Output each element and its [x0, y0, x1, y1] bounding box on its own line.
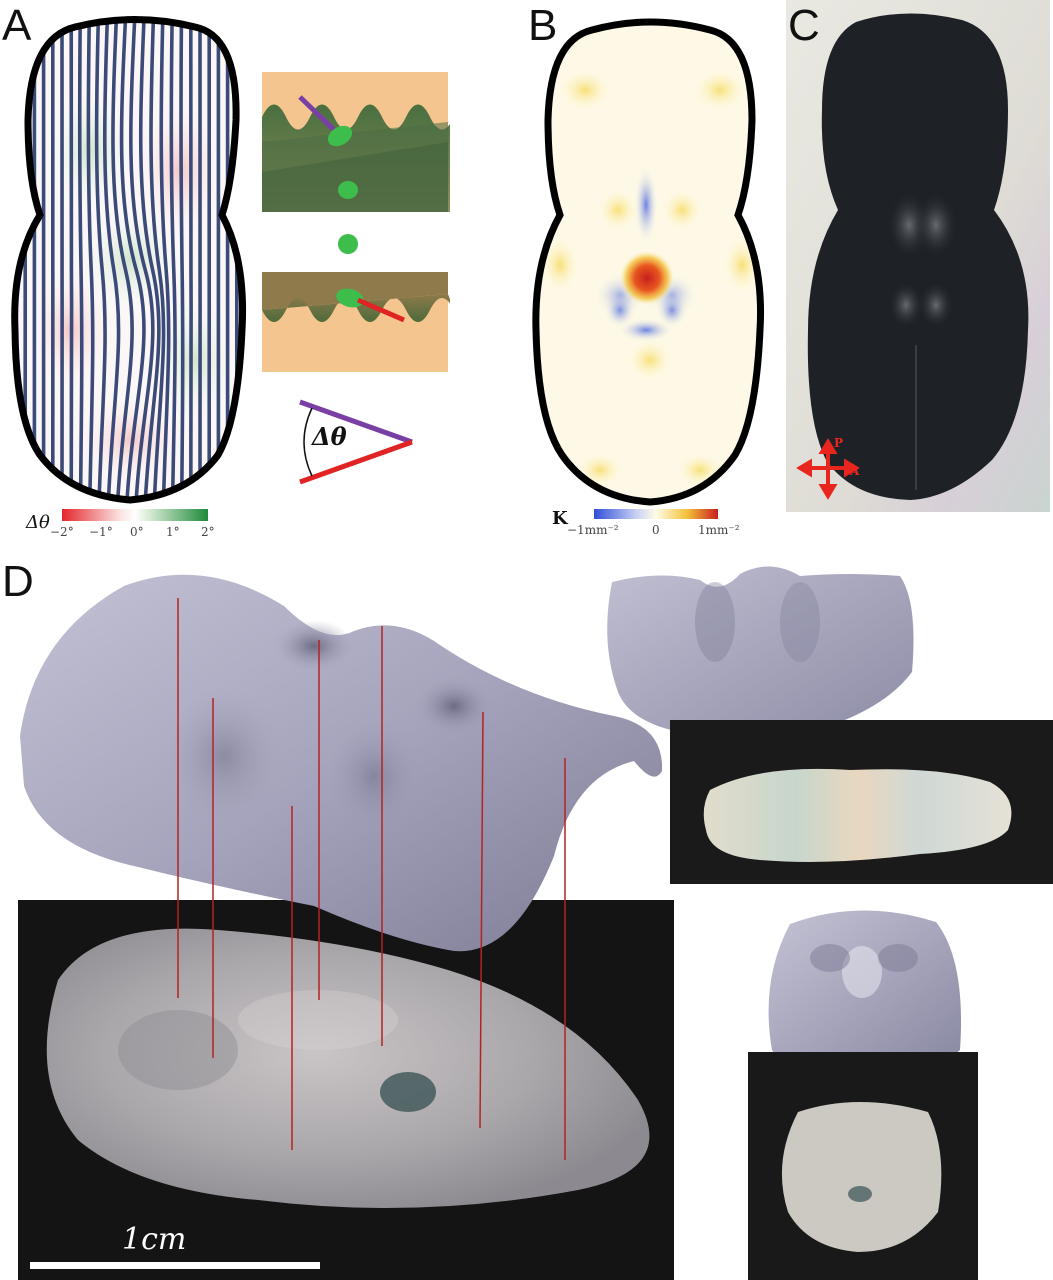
panel-b-colorbar-tick: 1mm⁻²	[698, 523, 740, 537]
panel-a-colorbar	[62, 509, 208, 521]
panel-d-main-surface	[20, 574, 663, 952]
panel-label-c: C	[788, 1, 820, 50]
polarizer-label-a: A	[850, 464, 860, 478]
panel-a-colorbar-tick: −1°	[89, 525, 113, 539]
panel-a-corrugation-inset	[262, 72, 450, 372]
panel-b-colorbar-tick: −1mm⁻²	[567, 523, 619, 537]
panel-c-photo	[786, 0, 1050, 512]
scale-bar	[30, 1262, 320, 1269]
panel-label-b: B	[528, 1, 558, 50]
panel-a-outline	[11, 16, 247, 504]
panel-b-outline	[532, 18, 764, 506]
panel-d-small-surface-1	[607, 566, 914, 738]
panel-a-colorbar-tick: 0°	[130, 525, 144, 539]
panel-a-colorbar-tick: 1°	[166, 525, 180, 539]
panel-a-colorbar-tick: 2°	[201, 525, 215, 539]
polarizer-label-p: P	[834, 436, 844, 450]
panel-a-colorbar-symbol: Δθ	[26, 512, 50, 533]
panel-label-d: D	[2, 557, 34, 606]
panel-b-colorbar-tick: 0	[652, 523, 660, 537]
panel-d-small-surface-2	[768, 910, 961, 1064]
panel-a-colorbar-tick: −2°	[50, 525, 74, 539]
panel-a-angle-label: Δθ	[312, 422, 347, 451]
panel-b-colorbar-symbol: K	[552, 508, 568, 529]
panel-d-small-photo-1	[670, 720, 1053, 884]
panel-a-angle-diagram	[299, 399, 413, 485]
panel-a-stripe-pattern	[11, 16, 247, 504]
polarizer-cross-icon	[796, 438, 860, 500]
panel-b-curvature-map	[532, 18, 764, 506]
panel-b-colorbar	[594, 509, 718, 519]
panel-d-small-photo-2	[748, 1052, 978, 1280]
panel-label-a: A	[2, 1, 32, 50]
scale-bar-label: 1cm	[122, 1222, 187, 1257]
